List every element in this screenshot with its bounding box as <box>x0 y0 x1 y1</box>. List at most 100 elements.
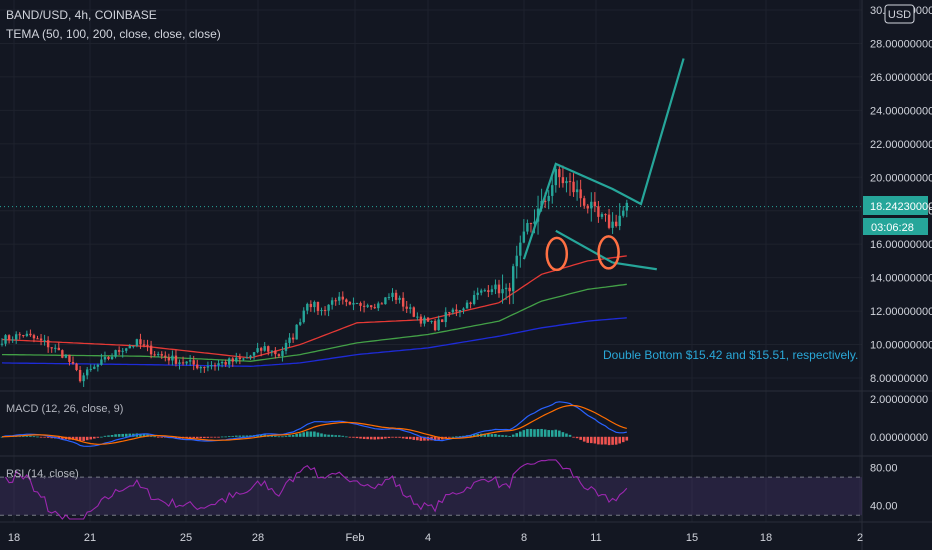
price-tick-label: 22.00000000 <box>870 139 932 151</box>
price-tick-label: 16.00000000 <box>870 239 932 251</box>
macd-histogram-bar <box>472 434 476 437</box>
macd-histogram-bar <box>565 433 568 437</box>
tema-overlays <box>1 255 627 367</box>
macd-histogram-bar <box>345 436 348 438</box>
macd-histogram-bar <box>501 435 504 437</box>
countdown-value: 03:06:28 <box>871 222 914 234</box>
macd-histogram-bar <box>582 436 586 442</box>
candles-group <box>0 163 628 387</box>
candle-body <box>39 338 43 341</box>
candle-body <box>110 356 114 359</box>
overlay-line-tema-100 <box>2 283 627 362</box>
macd-histogram-bar <box>210 436 213 438</box>
macd-histogram-bar <box>561 432 565 437</box>
macd-histogram-bar <box>412 436 416 440</box>
macd-histogram-bar <box>195 436 199 439</box>
double-bottom-note[interactable]: Double Bottom $15.42 and $15.51, respect… <box>603 348 858 362</box>
candle-body <box>362 305 366 307</box>
macd-histogram-bar <box>71 436 75 440</box>
macd-histogram-bar <box>139 433 142 437</box>
macd-histogram-bar <box>309 431 313 437</box>
candle-body <box>561 177 565 184</box>
rsi-tick-label: 80.00 <box>870 463 898 475</box>
macd-histogram-bar <box>494 434 497 437</box>
candle-body <box>512 266 515 292</box>
macd-histogram-bar <box>103 435 107 437</box>
candle-body <box>384 297 387 305</box>
macd-histogram-bar <box>291 435 295 437</box>
macd-histogram-bar <box>469 435 472 437</box>
macd-histogram-bar <box>75 436 78 441</box>
macd-histogram-bar <box>124 433 128 437</box>
candle-body <box>78 369 82 382</box>
candle-body <box>306 303 309 311</box>
macd-histogram-bar <box>593 436 597 444</box>
candle-body <box>249 355 252 358</box>
macd-histogram-bar <box>242 435 245 437</box>
macd-histogram-bar <box>600 436 604 445</box>
currency-button[interactable] <box>884 4 915 24</box>
macd-histogram-bar <box>504 435 508 437</box>
macd-histogram-bar <box>32 436 36 438</box>
flag-lower-channel <box>555 229 614 264</box>
candle-body <box>32 335 36 339</box>
macd-histogram-bar <box>590 436 593 444</box>
macd-histogram-bar <box>89 436 93 440</box>
candle-body <box>352 303 355 305</box>
candle-body <box>313 301 316 308</box>
macd-tick-label: 0.00000000 <box>870 432 928 444</box>
candle-body <box>387 296 391 298</box>
candle-body <box>54 347 57 349</box>
candle-body <box>330 300 334 305</box>
macd-histogram-bar <box>174 436 178 439</box>
double-bottom-circle <box>545 236 569 272</box>
candle-body <box>4 335 7 344</box>
macd-histogram-bar <box>277 436 281 438</box>
candle-body <box>529 223 533 225</box>
macd-histogram-bar <box>96 436 100 438</box>
candle-body <box>0 343 4 345</box>
candle-body <box>345 299 348 302</box>
candle-body <box>295 324 298 340</box>
candle-body <box>238 357 242 360</box>
time-axis[interactable]: 18 21 25 28 Feb 4 8 11 15 18 2 <box>8 532 863 544</box>
macd-histogram-bar <box>25 435 29 437</box>
currency-button-label: USD <box>888 9 911 21</box>
candle-body <box>465 302 469 309</box>
indicator-legend: TEMA (50, 100, 200, close, close, close) <box>6 27 221 41</box>
drawings-group[interactable] <box>522 58 685 272</box>
macd-histogram-bar <box>526 429 529 437</box>
candle-body <box>302 310 305 323</box>
candle-body <box>96 364 100 367</box>
macd-histogram-bar <box>362 436 366 439</box>
candle-body <box>309 303 313 308</box>
candle-body <box>323 309 327 311</box>
candle-body <box>604 214 607 216</box>
candle-body <box>533 221 536 224</box>
macd-histogram-bar <box>401 436 405 439</box>
macd-histogram-bar <box>281 436 284 438</box>
macd-histogram-bar <box>416 436 419 441</box>
candle-body <box>504 287 508 290</box>
candle-body <box>380 303 384 305</box>
macd-histogram-bar <box>611 436 614 445</box>
macd-histogram-bar <box>117 434 121 437</box>
price-tick-label: 14.00000000 <box>870 273 932 285</box>
macd-histogram-bar <box>153 436 156 438</box>
candle-body <box>142 344 146 346</box>
macd-histogram-bar <box>529 428 533 437</box>
double-bottom-circle <box>597 235 620 270</box>
macd-histogram-bar <box>256 434 259 437</box>
candle-body <box>398 297 401 300</box>
price-tick-label: 26.00000000 <box>870 72 932 84</box>
macd-histogram-bar <box>288 435 291 437</box>
candle-body <box>597 206 600 217</box>
rsi-label: RSI (14, close) <box>6 468 79 480</box>
macd-histogram-bar <box>199 436 203 439</box>
candle-body <box>164 355 167 358</box>
macd-histogram-bar <box>625 436 629 441</box>
candle-body <box>547 195 550 202</box>
candle-body <box>586 205 589 209</box>
macd-histogram-bar <box>93 436 96 439</box>
